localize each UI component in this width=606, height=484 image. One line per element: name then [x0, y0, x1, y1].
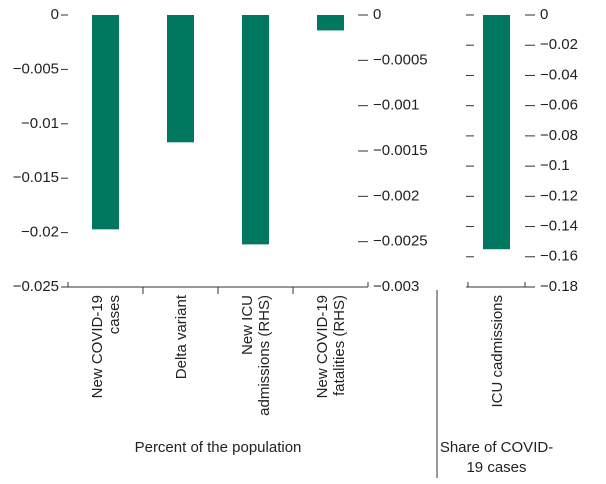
x-axis-label-box: Percent of the population	[134, 439, 302, 456]
y-tick-label: −0.005	[13, 60, 59, 77]
y2-tick-label: −0.0005	[373, 51, 428, 68]
x-tick-label-box: New COVID-19 fatalities (RHS)	[313, 295, 348, 399]
x-axis-label: Percent of the population	[134, 439, 302, 456]
y-tick-label: −0.04	[540, 66, 578, 83]
y-tick-label: −0.14	[540, 218, 578, 235]
x-tick-label-box: New COVID-19 cases	[88, 295, 123, 399]
x-tick-label: ICU cadmissions	[488, 295, 505, 408]
y-tick-label: −0.02	[540, 36, 578, 53]
y2-tick-label: −0.0025	[373, 233, 428, 250]
y-tick-label: −0.12	[540, 187, 578, 204]
x-tick-label-box: ICU cadmissions	[488, 295, 505, 408]
x-tick-label-box: New ICU admissions (RHS)	[238, 295, 273, 416]
y-tick-label: −0.02	[21, 224, 59, 241]
y-tick-label: −0.015	[13, 169, 59, 186]
y-tick-label: −0.18	[540, 278, 578, 295]
bar	[242, 15, 269, 245]
y-tick-label: 0	[51, 6, 59, 23]
bar	[317, 15, 344, 31]
y-tick-label: −0.01	[21, 115, 59, 132]
y2-tick-label: −0.003	[373, 278, 419, 295]
bar	[483, 15, 510, 250]
x-axis-label-box: Share of COVID-19 cases	[439, 439, 554, 476]
y-tick-label: −0.06	[540, 97, 578, 114]
x-tick-label-box: Delta variant	[172, 295, 189, 380]
y-tick-label: −0.1	[540, 157, 570, 174]
y2-tick-label: −0.002	[373, 187, 419, 204]
x-tick-label: New COVID-19 fatalities (RHS)	[313, 295, 348, 399]
y2-tick-label: −0.0015	[373, 142, 428, 159]
x-tick-label: New COVID-19 cases	[88, 295, 123, 399]
x-tick-label: Delta variant	[172, 295, 189, 380]
bar	[167, 15, 194, 143]
y-tick-label: −0.025	[13, 278, 59, 295]
y-tick-label: −0.16	[540, 248, 578, 265]
y-tick-label: 0	[540, 6, 548, 23]
bar	[92, 15, 119, 230]
x-tick-label: New ICU admissions (RHS)	[238, 295, 273, 416]
y-tick-label: −0.08	[540, 127, 578, 144]
x-axis-label: Share of COVID-19 cases	[439, 439, 554, 476]
y2-tick-label: 0	[373, 6, 381, 23]
y2-tick-label: −0.001	[373, 97, 419, 114]
